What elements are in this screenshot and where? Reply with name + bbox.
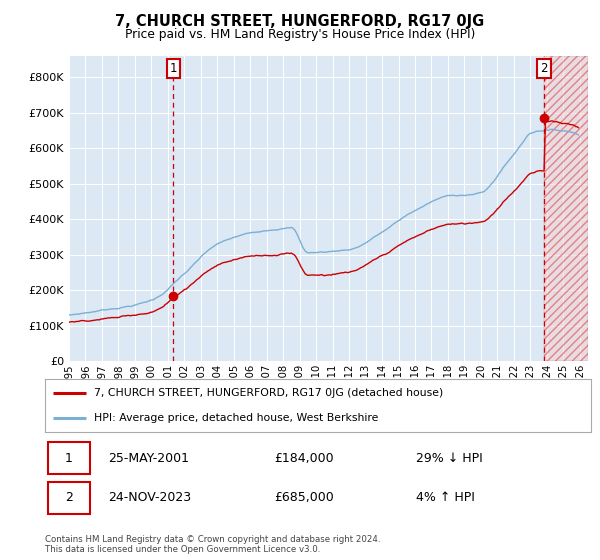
Text: 24-NOV-2023: 24-NOV-2023 bbox=[108, 492, 191, 505]
FancyBboxPatch shape bbox=[48, 482, 91, 514]
Text: 29% ↓ HPI: 29% ↓ HPI bbox=[416, 451, 483, 465]
Text: Price paid vs. HM Land Registry's House Price Index (HPI): Price paid vs. HM Land Registry's House … bbox=[125, 28, 475, 41]
Text: £685,000: £685,000 bbox=[274, 492, 334, 505]
Text: 2: 2 bbox=[541, 62, 548, 74]
Text: 7, CHURCH STREET, HUNGERFORD, RG17 0JG (detached house): 7, CHURCH STREET, HUNGERFORD, RG17 0JG (… bbox=[94, 389, 443, 399]
Text: 2: 2 bbox=[65, 492, 73, 505]
Text: 1: 1 bbox=[170, 62, 177, 74]
Text: Contains HM Land Registry data © Crown copyright and database right 2024.
This d: Contains HM Land Registry data © Crown c… bbox=[45, 535, 380, 554]
Text: 1: 1 bbox=[65, 451, 73, 465]
Text: £184,000: £184,000 bbox=[274, 451, 334, 465]
Text: 4% ↑ HPI: 4% ↑ HPI bbox=[416, 492, 475, 505]
FancyBboxPatch shape bbox=[48, 442, 91, 474]
Text: 7, CHURCH STREET, HUNGERFORD, RG17 0JG: 7, CHURCH STREET, HUNGERFORD, RG17 0JG bbox=[115, 14, 485, 29]
Text: HPI: Average price, detached house, West Berkshire: HPI: Average price, detached house, West… bbox=[94, 413, 379, 423]
Text: 25-MAY-2001: 25-MAY-2001 bbox=[108, 451, 189, 465]
